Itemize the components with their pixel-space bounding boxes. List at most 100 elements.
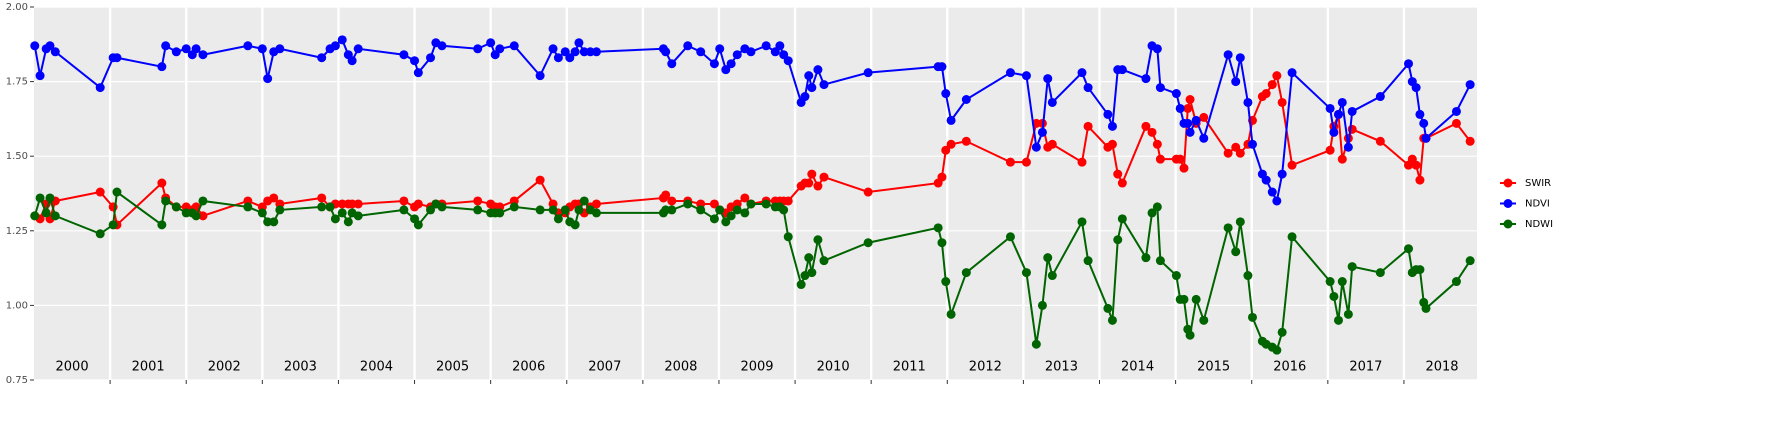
data-point [486, 38, 496, 48]
data-point [353, 44, 363, 54]
data-point [1337, 97, 1347, 107]
data-point [1199, 112, 1209, 122]
data-point [473, 44, 483, 54]
data-point [813, 65, 823, 75]
data-point [941, 277, 951, 287]
data-point [330, 214, 340, 224]
x-tick-label: 2007 [588, 360, 621, 375]
data-point [108, 220, 118, 230]
data-point [1077, 68, 1087, 78]
data-point [198, 196, 208, 206]
y-tick-label: 1.25 [6, 226, 28, 237]
data-point [243, 41, 253, 51]
data-point [732, 50, 742, 60]
data-point [1231, 77, 1241, 87]
data-point [548, 44, 558, 54]
y-tick-label: 1.50 [6, 151, 28, 162]
data-point [721, 217, 731, 227]
data-point [1465, 136, 1475, 146]
data-point [548, 205, 558, 215]
data-point [696, 47, 706, 57]
y-tick-label: 0.75 [6, 375, 28, 386]
data-point [399, 196, 409, 206]
data-point [591, 199, 601, 209]
data-point [413, 68, 423, 78]
data-point [1141, 121, 1151, 131]
data-point [813, 181, 823, 191]
data-point [1141, 74, 1151, 84]
data-point [715, 44, 725, 54]
data-point [330, 41, 340, 51]
data-point [591, 208, 601, 218]
data-point [661, 47, 671, 57]
data-point [243, 202, 253, 212]
data-point [1231, 247, 1241, 257]
data-point [937, 238, 947, 248]
data-point [317, 202, 327, 212]
x-tick-label: 2004 [360, 360, 393, 375]
data-point [269, 217, 279, 227]
data-point [1175, 103, 1185, 113]
data-point [161, 196, 171, 206]
data-point [1277, 327, 1287, 337]
data-point [804, 178, 814, 188]
data-point [1117, 214, 1127, 224]
data-point [1465, 256, 1475, 266]
data-point [783, 232, 793, 242]
data-point [1021, 157, 1031, 167]
data-point [715, 205, 725, 215]
data-point [553, 53, 563, 63]
data-point [112, 53, 122, 63]
data-point [761, 199, 771, 209]
data-point [41, 208, 51, 218]
x-tick-label: 2000 [56, 360, 89, 375]
data-point [1113, 169, 1123, 179]
data-point [30, 41, 40, 51]
data-point [1347, 262, 1357, 272]
data-point [426, 53, 436, 63]
data-point [1103, 303, 1113, 313]
data-point [1183, 118, 1193, 128]
data-point [399, 50, 409, 60]
data-point [495, 208, 505, 218]
data-point [775, 41, 785, 51]
data-point [1083, 83, 1093, 93]
data-point [709, 59, 719, 69]
x-tick-label: 2017 [1349, 360, 1382, 375]
data-point [1451, 106, 1461, 116]
data-point [570, 220, 580, 230]
data-point [1147, 208, 1157, 218]
data-point [726, 59, 736, 69]
data-point [863, 238, 873, 248]
data-point [746, 47, 756, 57]
data-point [933, 223, 943, 233]
data-point [961, 136, 971, 146]
data-point [570, 47, 580, 57]
data-point [946, 309, 956, 319]
data-point [1267, 80, 1277, 90]
data-point [1171, 89, 1181, 99]
data-point [1404, 244, 1414, 254]
data-point [946, 115, 956, 125]
data-point [941, 89, 951, 99]
data-point [1235, 53, 1245, 63]
data-point [1247, 139, 1257, 149]
data-point [1277, 97, 1287, 107]
data-point [171, 202, 181, 212]
data-point [112, 187, 122, 197]
data-point [560, 205, 570, 215]
data-point [413, 220, 423, 230]
data-point [35, 193, 45, 203]
data-point [553, 214, 563, 224]
data-point [1152, 139, 1162, 149]
data-point [1272, 345, 1282, 355]
data-point [807, 169, 817, 179]
data-point [198, 211, 208, 221]
data-point [804, 71, 814, 81]
data-point [1005, 232, 1015, 242]
data-point [1451, 118, 1461, 128]
data-point [800, 271, 810, 281]
data-point [1421, 133, 1431, 143]
data-point [726, 211, 736, 221]
data-point [437, 202, 447, 212]
